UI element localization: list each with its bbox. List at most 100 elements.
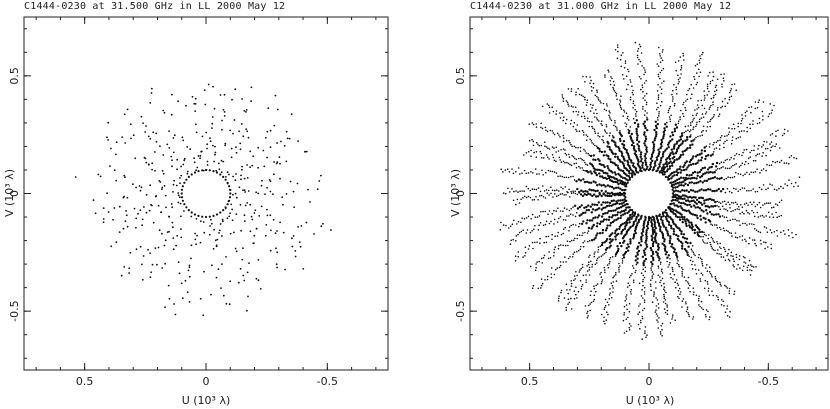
uv-point <box>666 304 668 306</box>
uv-point <box>661 153 665 156</box>
uv-point <box>685 160 688 163</box>
uv-point <box>655 309 657 311</box>
uv-point <box>608 192 611 195</box>
uv-point <box>193 171 197 174</box>
uv-point <box>653 223 656 226</box>
uv-point <box>585 281 587 284</box>
uv-point <box>203 270 205 273</box>
uv-point <box>552 132 555 134</box>
uv-point <box>541 127 544 130</box>
uv-point <box>232 193 234 196</box>
uv-point <box>650 220 653 224</box>
uv-point <box>608 175 612 178</box>
uv-point <box>683 131 686 134</box>
uv-point <box>659 159 663 162</box>
uv-point <box>614 235 617 238</box>
uv-point <box>517 191 519 193</box>
uv-point <box>733 290 736 293</box>
uv-point <box>654 238 657 241</box>
uv-point <box>674 123 677 126</box>
uv-point <box>769 149 772 152</box>
uv-point <box>548 106 551 109</box>
uv-point <box>618 131 621 134</box>
uv-point <box>625 247 628 250</box>
uv-point <box>795 157 798 160</box>
uv-point <box>183 203 186 206</box>
uv-point <box>573 239 575 242</box>
uv-point <box>632 93 634 96</box>
uv-point <box>559 112 561 114</box>
uv-point <box>687 283 690 285</box>
uv-point <box>572 156 575 158</box>
uv-point <box>613 162 616 165</box>
uv-point <box>629 98 632 101</box>
uv-point <box>673 171 676 174</box>
uv-point <box>572 110 575 113</box>
uv-point <box>642 261 645 265</box>
uv-point <box>177 192 180 194</box>
uv-point <box>725 208 727 211</box>
uv-point <box>573 297 576 300</box>
uv-point <box>731 201 733 204</box>
uv-point <box>220 287 222 289</box>
uv-point <box>657 307 660 309</box>
uv-point <box>622 146 625 149</box>
uv-point <box>661 268 663 271</box>
uv-point <box>225 256 227 258</box>
uv-point <box>542 210 544 213</box>
uv-point <box>599 273 601 275</box>
uv-point <box>650 285 652 288</box>
uv-point <box>692 204 696 207</box>
uv-point <box>665 211 668 215</box>
uv-point <box>701 104 704 107</box>
uv-point <box>582 211 585 215</box>
uv-point <box>611 255 614 258</box>
uv-point <box>200 150 203 153</box>
uv-point <box>251 164 254 167</box>
uv-point <box>666 256 669 259</box>
uv-point <box>733 260 735 263</box>
uv-point <box>664 311 667 314</box>
uv-point <box>540 122 542 125</box>
uv-point <box>534 216 537 218</box>
uv-point <box>754 171 757 173</box>
uv-point <box>145 161 148 164</box>
uv-point <box>515 171 517 173</box>
uv-point <box>544 223 547 226</box>
uv-point <box>698 68 700 71</box>
uv-point <box>737 263 739 266</box>
uv-point <box>736 268 738 270</box>
uv-point <box>640 238 643 241</box>
uv-point <box>594 144 596 147</box>
uv-point <box>722 77 725 79</box>
uv-point <box>695 114 698 116</box>
uv-point <box>712 143 714 146</box>
uv-point <box>788 156 791 159</box>
uv-point <box>140 186 143 189</box>
uv-point <box>617 50 619 53</box>
uv-point <box>657 274 659 277</box>
uv-point <box>650 279 652 282</box>
uv-point <box>691 120 694 123</box>
uv-point <box>681 236 685 239</box>
uv-point <box>686 93 688 96</box>
uv-point <box>147 135 150 138</box>
uv-point <box>628 310 631 313</box>
uv-point <box>597 158 600 161</box>
uv-point <box>773 104 775 107</box>
uv-point <box>606 238 609 241</box>
uv-point <box>544 210 546 213</box>
uv-point <box>190 211 193 214</box>
uv-point <box>266 208 268 211</box>
uv-point <box>651 256 655 260</box>
uv-point <box>210 218 212 221</box>
uv-point <box>633 121 637 125</box>
uv-point <box>700 168 703 172</box>
uv-point <box>141 263 143 266</box>
uv-point <box>672 98 674 100</box>
uv-point <box>706 168 710 171</box>
uv-point <box>760 188 763 191</box>
uv-point <box>672 278 674 280</box>
uv-point <box>609 221 613 225</box>
uv-point <box>651 271 654 273</box>
